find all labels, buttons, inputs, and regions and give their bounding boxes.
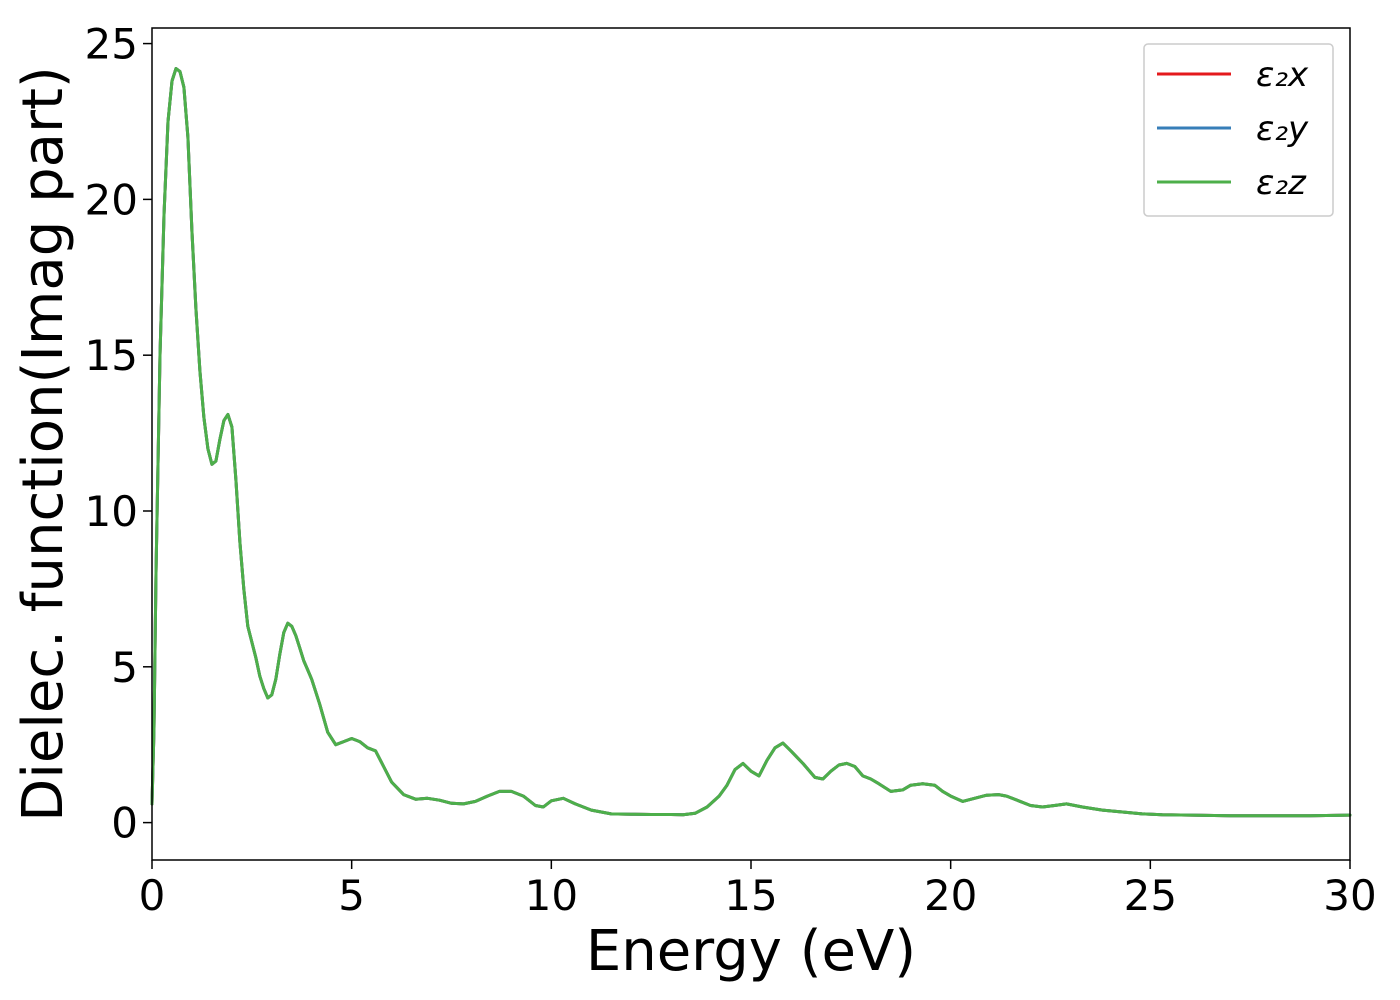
legend-label-0: ε₂x (1256, 55, 1309, 95)
legend: ε₂x ε₂y ε₂z (1143, 43, 1334, 217)
x-tick-label-0: 0 (139, 871, 166, 920)
x-tick-label-1: 5 (338, 871, 365, 920)
y-tick-label-3: 15 (85, 331, 138, 380)
legend-box (1143, 43, 1334, 217)
series-line-2 (150, 67, 1352, 818)
y-axis-ticks: 0 5 10 15 20 25 (85, 20, 152, 848)
y-tick-label-5: 25 (85, 20, 138, 69)
legend-label-1: ε₂y (1256, 109, 1309, 149)
x-tick-label-4: 20 (924, 871, 977, 920)
x-tick-label-2: 10 (525, 871, 578, 920)
x-tick-label-3: 15 (724, 871, 777, 920)
x-axis-ticks: 0 5 10 15 20 25 30 (139, 860, 1377, 920)
x-tick-label-6: 30 (1323, 871, 1376, 920)
x-axis-label: Energy (eV) (586, 919, 916, 984)
y-tick-label-0: 0 (111, 799, 138, 848)
legend-items: ε₂x ε₂y ε₂z (1157, 55, 1309, 203)
x-tick-label-5: 25 (1124, 871, 1177, 920)
series-layer (150, 67, 1352, 818)
y-axis-label: Dielec. function(Imag part) (11, 66, 76, 822)
y-tick-label-2: 10 (85, 487, 138, 536)
legend-label-2: ε₂z (1256, 163, 1307, 203)
y-tick-label-4: 20 (85, 175, 138, 224)
y-tick-label-1: 5 (111, 643, 138, 692)
